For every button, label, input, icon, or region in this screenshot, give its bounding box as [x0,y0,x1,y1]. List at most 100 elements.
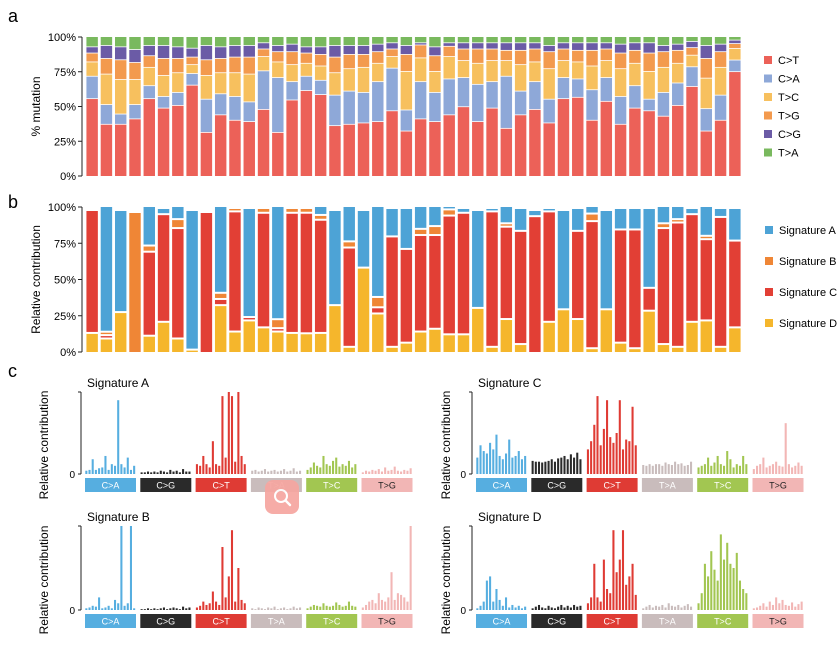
profile-bar [85,470,88,474]
profile-bar [299,470,302,474]
context-band-label: C>G [156,617,175,627]
profile-bar [492,449,495,474]
profile-bar [257,607,260,610]
profile-bar [771,604,774,610]
profile-bar [547,460,550,474]
profile-bar [344,465,347,474]
profile-bar [185,471,188,474]
profile-bar [332,460,335,474]
bar-segment [386,56,398,68]
profile-bar [690,606,693,610]
bar-segment [414,43,427,45]
context-band-label: T>A [268,617,285,627]
profile-bar [566,605,569,610]
context-band [697,614,749,628]
bar-segment [157,322,170,352]
signature-title: Signature D [478,510,542,524]
y-tick-label: 0 [460,606,466,617]
bar-segment [514,50,527,65]
profile-bar [267,607,270,610]
profile-bar [553,608,556,610]
bar-segment [500,207,513,223]
bar-segment [500,37,513,43]
profile-bar [752,469,755,474]
bar-segment [329,57,341,73]
y-tick-label: 75% [54,238,76,250]
bar-segment [272,132,284,176]
bar-segment [643,209,655,287]
bar-segment [714,209,727,216]
bar-segment [657,207,670,223]
profile-bar [612,442,615,474]
profile-bar [107,469,110,474]
profile-bar [221,547,224,610]
profile-bar [531,608,534,610]
profile-bar [104,455,107,474]
bar-segment [129,62,141,80]
legend-label: Signature C [779,287,837,299]
profile-bar [306,469,309,474]
bar-segment [629,63,641,86]
context-band-label: C>A [493,617,511,627]
bar-segment [286,82,298,100]
profile-bar [797,462,800,474]
zoom-button[interactable] [265,480,299,514]
bar-segment [100,339,113,352]
y-tick-label: 50% [54,275,76,287]
context-band-label: T>C [323,481,341,491]
bar-segment [343,207,355,241]
legend-swatch [765,257,773,265]
bar-segment [200,132,213,176]
profile-bar [240,455,243,474]
bar-segment [143,45,155,56]
bar-segment [200,213,213,352]
bar-segment [443,37,455,43]
bar-segment [257,213,270,327]
bar-segment [443,335,455,352]
bar-segment [586,43,598,50]
bar-segment [457,209,470,212]
context-band [140,478,192,492]
profile-bar [791,602,794,610]
profile-bar [664,462,667,474]
profile-bar [726,451,729,474]
bar-segment [186,73,198,85]
profile-bar [387,470,390,474]
profile-bar [390,572,393,610]
bar-segment [500,50,513,61]
profile-bar [765,606,768,610]
bar-segment [443,216,455,334]
profile-bar [289,470,292,474]
profile-bar [674,461,677,474]
profile-bar [257,471,260,474]
profile-bar [361,472,364,474]
profile-bar [553,461,556,474]
bar-segment [214,94,227,115]
bar-segment [314,54,327,66]
bar-segment [114,124,127,176]
profile-bar [306,608,309,610]
profile-bar [371,599,374,610]
bar-segment [243,45,255,57]
y-tick-label: 25% [54,136,76,148]
profile-bar [621,530,625,610]
bar-segment [729,209,741,240]
context-band [85,478,136,492]
profile-bar [286,609,289,610]
legend-label: C>A [778,74,800,86]
profile-bar [371,469,374,474]
bar-segment [114,47,127,60]
bar-segment [586,214,598,221]
legend-swatch [765,319,773,327]
profile-bar [732,467,735,474]
profile-bar [384,467,387,474]
bar-segment [500,43,513,50]
context-band [306,614,358,628]
bar-segment [700,131,713,176]
bar-segment [372,44,384,52]
profile-bar [85,608,88,610]
bar-segment [272,45,284,52]
profile-bar [609,593,612,610]
bar-segment [457,37,470,43]
